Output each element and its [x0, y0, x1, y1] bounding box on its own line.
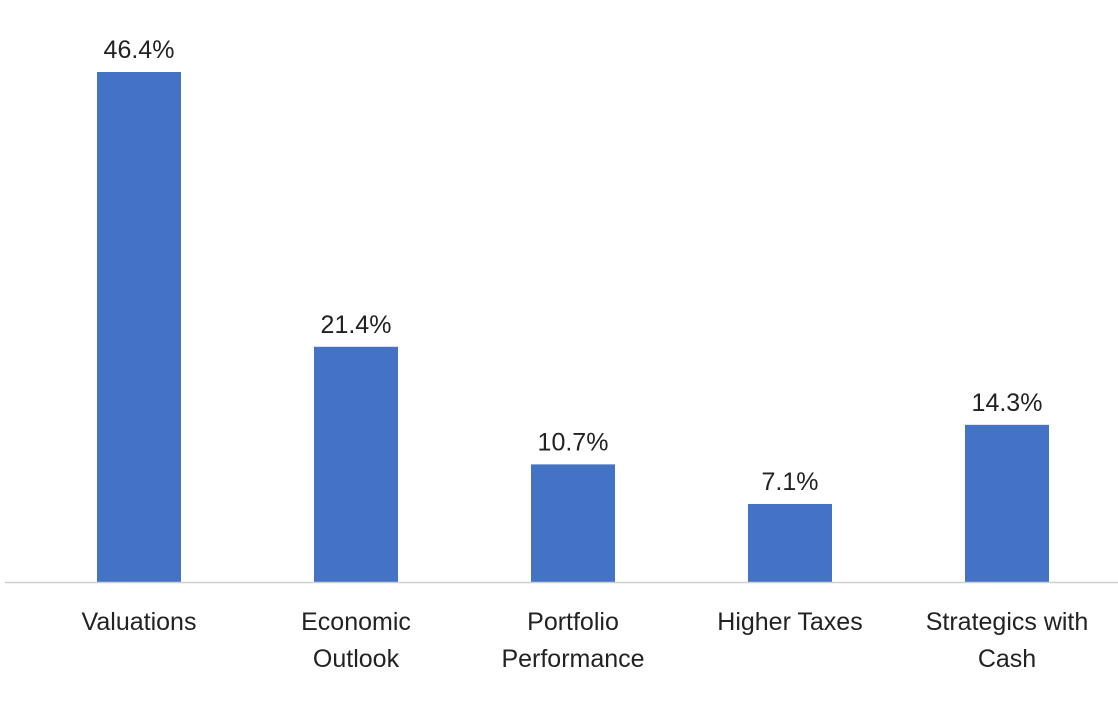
bar-3 — [748, 503, 832, 582]
category-label-line: Higher Taxes — [717, 608, 862, 636]
data-labels-group: 46.4% 21.4% 10.7% 7.1% 14.3% — [104, 36, 1043, 496]
category-label-1: Economic Outlook — [301, 608, 411, 673]
bar-0 — [97, 72, 181, 582]
category-label-2: Portfolio Performance — [501, 608, 644, 673]
category-label-line: Portfolio — [527, 608, 619, 636]
category-labels-group: Valuations Economic Outlook Portfolio Perfor… — [82, 608, 1089, 673]
data-label-0: 46.4% — [104, 36, 175, 64]
category-label-4: Strategics with Cash — [926, 608, 1089, 673]
category-label-line: Valuations — [82, 608, 197, 636]
bar-4 — [965, 424, 1049, 582]
data-label-2: 10.7% — [538, 428, 609, 456]
category-label-line: Performance — [501, 645, 644, 673]
data-label-3: 7.1% — [762, 468, 819, 496]
bar-2 — [531, 464, 615, 582]
category-label-line: Economic — [301, 608, 411, 636]
bar-1 — [314, 346, 398, 582]
category-label-3: Higher Taxes — [717, 608, 862, 636]
category-label-line: Strategics with — [926, 608, 1089, 636]
category-label-line: Cash — [978, 645, 1036, 673]
data-label-4: 14.3% — [972, 389, 1043, 417]
bars-group — [97, 72, 1049, 582]
data-label-1: 21.4% — [321, 311, 392, 339]
category-label-0: Valuations — [82, 608, 197, 636]
category-label-line: Outlook — [313, 645, 400, 673]
